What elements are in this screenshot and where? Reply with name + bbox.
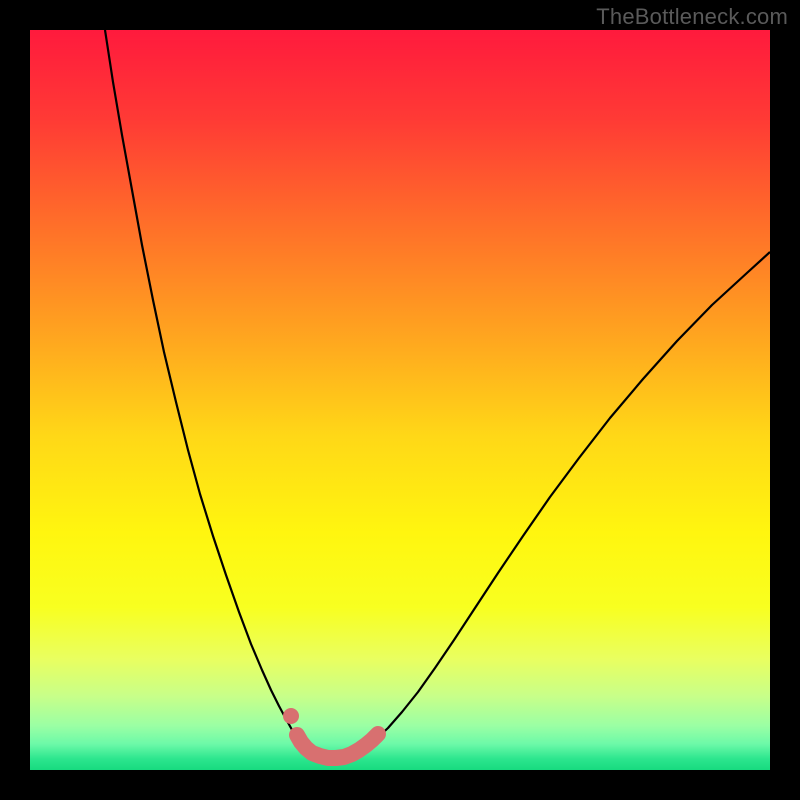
highlight-start-dot	[283, 708, 299, 724]
plot-area	[30, 30, 770, 770]
watermark-text: TheBottleneck.com	[596, 4, 788, 30]
bottleneck-chart-svg	[30, 30, 770, 770]
chart-background	[30, 30, 770, 770]
